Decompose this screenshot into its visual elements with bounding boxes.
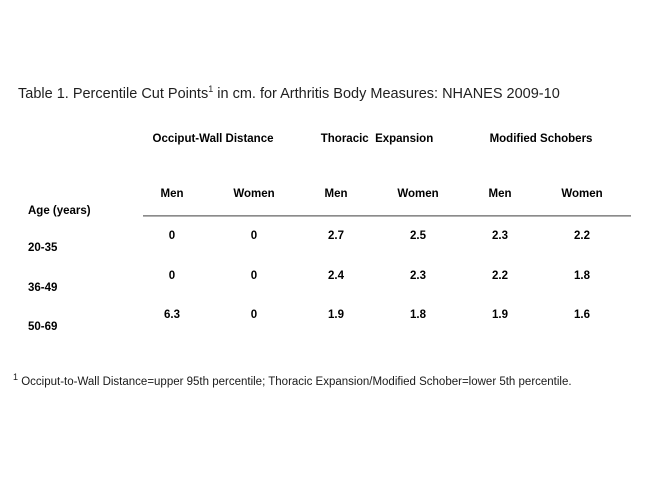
sub-header-women-1: Women <box>233 188 275 200</box>
table-cell: 2.2 <box>492 270 508 282</box>
table-cell: 1.8 <box>574 270 590 282</box>
table-title-prefix: Table 1. Percentile Cut Points <box>18 86 209 102</box>
table-row: 50-69 6.3 0 1.9 1.8 1.9 1.6 <box>18 309 623 333</box>
sub-header-men-3: Men <box>488 188 512 200</box>
table-cell: 2.3 <box>492 230 508 242</box>
table-cell: 0 <box>250 309 258 321</box>
table-cell: 2.2 <box>574 230 590 242</box>
table-row: 36-49 0 0 2.4 2.3 2.2 1.8 <box>18 270 623 294</box>
table-cell: 1.8 <box>410 309 426 321</box>
header-rule <box>143 215 631 217</box>
table-cell: 2.5 <box>410 230 426 242</box>
table-row: 20-35 0 0 2.7 2.5 2.3 2.2 <box>18 230 623 254</box>
table-title-suffix: in cm. for Arthritis Body Measures: NHAN… <box>213 86 560 102</box>
table-title-superscript: 1 <box>208 84 214 95</box>
sub-header-row: Age (years) Men Women Men Women Men Wome… <box>18 188 623 217</box>
row-axis-label: Age (years) <box>28 205 91 217</box>
table-cell: 2.4 <box>328 270 344 282</box>
table-cell: 0 <box>168 230 176 242</box>
group-header-modified-schobers: Modified Schobers <box>489 133 593 145</box>
table-cell: 6.3 <box>164 309 180 321</box>
table-cell: 2.7 <box>328 230 344 242</box>
table-cell: 1.6 <box>574 309 590 321</box>
age-label: 50-69 <box>28 321 58 333</box>
footnote-superscript: 1 <box>13 372 19 383</box>
table-cell: 0 <box>168 270 176 282</box>
table-title: Table 1. Percentile Cut Points1 in cm. f… <box>18 84 560 102</box>
sub-header-women-2: Women <box>397 188 439 200</box>
footnote-text: Occiput-to-Wall Distance=upper 95th perc… <box>18 376 572 388</box>
group-header-row: Occiput-Wall Distance Thoracic Expansion… <box>18 133 623 145</box>
age-label: 20-35 <box>28 242 58 254</box>
sub-header-men-2: Men <box>324 188 348 200</box>
table-cell: 1.9 <box>328 309 344 321</box>
age-label: 36-49 <box>28 282 58 294</box>
table-cell: 0 <box>250 230 258 242</box>
sub-header-men-1: Men <box>160 188 184 200</box>
sub-header-women-3: Women <box>561 188 603 200</box>
group-header-occiput-wall-distance: Occiput-Wall Distance <box>152 133 274 145</box>
table-cell: 0 <box>250 270 258 282</box>
table-cell: 2.3 <box>410 270 426 282</box>
group-header-thoracic-expansion: Thoracic Expansion <box>320 133 434 145</box>
table-cell: 1.9 <box>492 309 508 321</box>
footnote: 1 Occiput-to-Wall Distance=upper 95th pe… <box>13 373 572 388</box>
